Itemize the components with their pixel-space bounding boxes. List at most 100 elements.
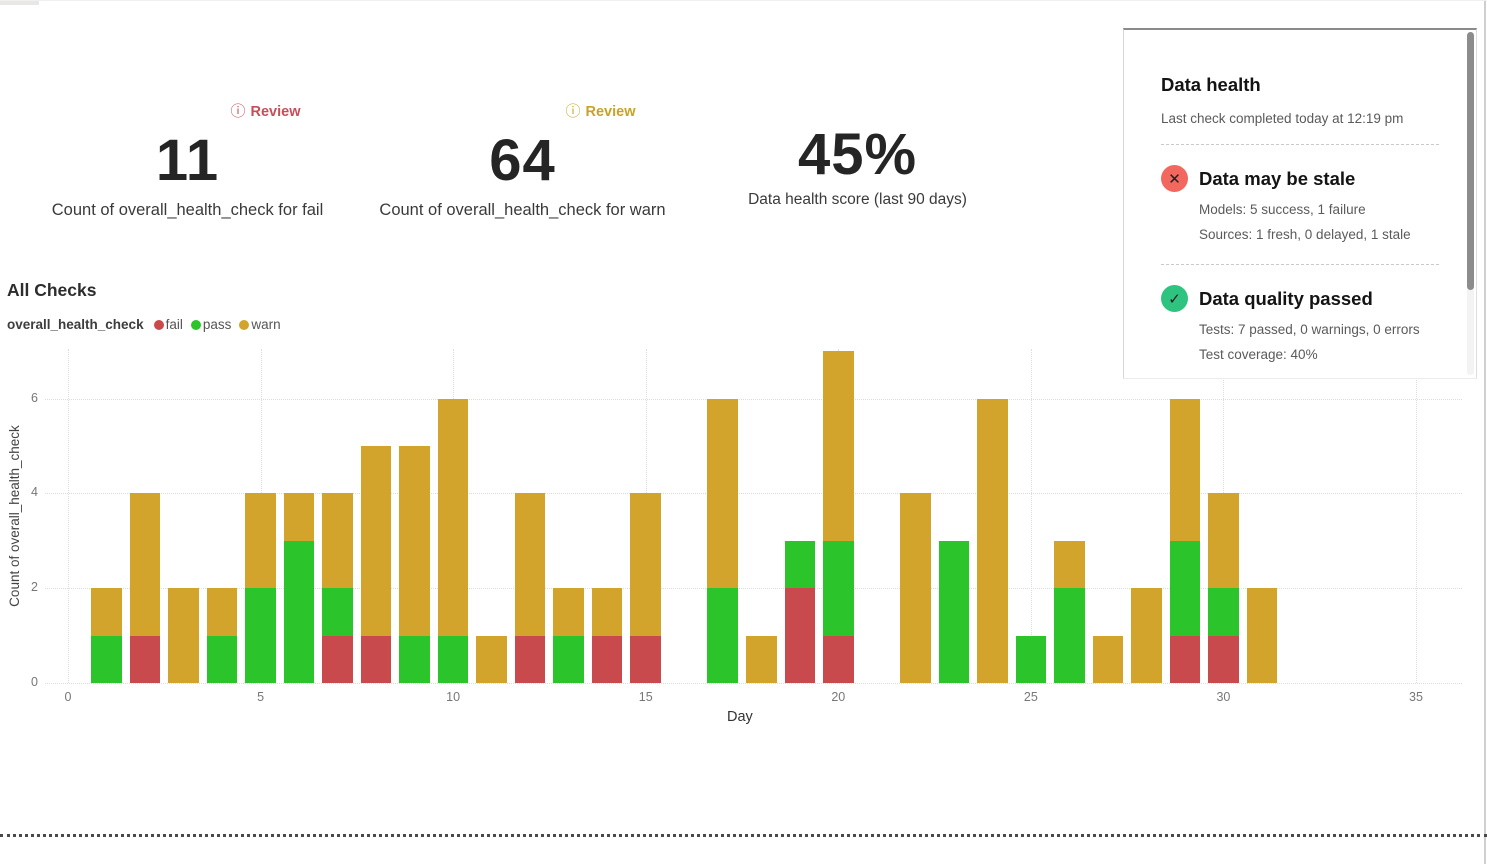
legend-label: warn: [251, 317, 281, 332]
divider: [1161, 144, 1439, 145]
bar-segment-pass-day-29[interactable]: [1169, 540, 1201, 636]
bar-segment-fail-day-14[interactable]: [591, 635, 623, 683]
bar-segment-fail-day-15[interactable]: [630, 635, 661, 683]
panel-scrollbar-thumb[interactable]: [1467, 32, 1474, 290]
bar-segment-warn-day-8[interactable]: [360, 446, 392, 636]
bar-segment-pass-day-7[interactable]: [322, 588, 353, 636]
x-tick-label: 35: [1409, 690, 1423, 704]
bar-segment-warn-day-1[interactable]: [91, 588, 122, 636]
bar-segment-fail-day-30[interactable]: [1208, 635, 1239, 683]
bar-segment-warn-day-9[interactable]: [399, 446, 430, 636]
info-circle-icon: ⓘ: [565, 103, 581, 120]
bar-segment-pass-day-10[interactable]: [437, 635, 469, 683]
status-item-stale: ✕ Data may be stale Models: 5 success, 1…: [1161, 165, 1439, 242]
page-break-divider: [0, 834, 1487, 837]
chart-legend: overall_health_check fail pass warn: [7, 317, 289, 332]
y-tick-label: 0: [31, 675, 38, 689]
info-circle-icon: ⓘ: [230, 103, 246, 120]
metric-value-warn: 64: [489, 128, 556, 193]
bar-segment-pass-day-1[interactable]: [91, 635, 122, 683]
metric-card-warn-count: ⓘ Review 64 Count of overall_health_check…: [355, 102, 690, 222]
data-health-panel: Data health Last check completed today a…: [1123, 28, 1477, 379]
x-tick-label: 20: [831, 690, 846, 704]
bar-segment-warn-day-3[interactable]: [168, 588, 199, 683]
bar-segment-warn-day-27[interactable]: [1092, 635, 1124, 683]
metric-value-fail: 11: [155, 128, 220, 193]
bar-segment-warn-day-26[interactable]: [1054, 540, 1085, 589]
bar-segment-pass-day-9[interactable]: [399, 635, 430, 683]
bar-segment-fail-day-29[interactable]: [1169, 635, 1201, 683]
bar-segment-pass-day-19[interactable]: [784, 540, 816, 589]
bar-segment-warn-day-7[interactable]: [322, 493, 353, 589]
gridline: [1415, 349, 1417, 683]
bar-segment-warn-day-6[interactable]: [283, 493, 315, 541]
y-tick-label: 2: [31, 580, 38, 595]
review-badge-warn[interactable]: ⓘ Review: [566, 102, 636, 122]
bar-segment-warn-day-4[interactable]: [206, 588, 238, 636]
bar-segment-warn-day-22[interactable]: [900, 493, 931, 683]
legend-item-fail[interactable]: fail: [153, 317, 183, 332]
legend-item-warn[interactable]: warn: [239, 317, 281, 332]
bar-segment-pass-day-30[interactable]: [1208, 588, 1239, 636]
y-tick-label: 6: [31, 390, 38, 405]
status-detail: Tests: 7 passed, 0 warnings, 0 errors: [1199, 322, 1420, 337]
bar-segment-warn-day-10[interactable]: [437, 398, 469, 636]
bar-segment-warn-day-5[interactable]: [245, 493, 276, 589]
status-detail: Sources: 1 fresh, 0 delayed, 1 stale: [1199, 227, 1411, 242]
bar-segment-warn-day-2[interactable]: [129, 493, 161, 636]
bar-segment-pass-day-23[interactable]: [938, 540, 970, 683]
bar-segment-warn-day-28[interactable]: [1131, 588, 1162, 683]
x-tick-label: 25: [1023, 690, 1038, 704]
fail-dot-icon: [153, 319, 164, 330]
legend-item-pass[interactable]: pass: [190, 317, 231, 332]
gridline: [45, 683, 1462, 684]
bar-segment-fail-day-7[interactable]: [322, 635, 353, 683]
bar-segment-warn-day-20[interactable]: [823, 351, 854, 541]
bar-segment-pass-day-13[interactable]: [553, 635, 584, 683]
metric-label-warn: Count of overall_health_check for warn: [379, 201, 666, 219]
bar-segment-warn-day-31[interactable]: [1246, 588, 1278, 683]
all-checks-chart: Count of overall_health_check Day 0 2 4 6 0 5…: [0, 346, 1487, 736]
x-axis-title: Day: [727, 709, 753, 725]
bar-segment-warn-day-17[interactable]: [707, 398, 738, 589]
bar-segment-warn-day-14[interactable]: [591, 588, 623, 636]
bar-segment-fail-day-20[interactable]: [823, 635, 854, 683]
bar-segment-warn-day-30[interactable]: [1208, 493, 1239, 589]
check-circle-icon: ✓: [1161, 285, 1188, 312]
x-circle-icon: ✕: [1161, 165, 1188, 192]
bar-segment-warn-day-15[interactable]: [630, 493, 661, 636]
window-right-edge: [1484, 1, 1486, 864]
gridline: [68, 349, 69, 683]
bar-segment-warn-day-24[interactable]: [977, 398, 1008, 683]
bar-segment-warn-day-13[interactable]: [553, 588, 584, 636]
bar-segment-pass-day-5[interactable]: [245, 588, 276, 683]
bar-segment-warn-day-12[interactable]: [514, 493, 546, 636]
data-health-subtitle: Last check completed today at 12:19 pm: [1161, 111, 1404, 126]
bar-segment-warn-day-11[interactable]: [476, 635, 507, 683]
bar-segment-pass-day-25[interactable]: [1015, 635, 1047, 683]
bar-segment-warn-day-18[interactable]: [746, 635, 777, 683]
metric-card-fail-count: ⓘ Review 11 Count of overall_health_check…: [20, 102, 355, 222]
y-axis-title: Count of overall_health_check: [7, 425, 22, 607]
gridline: [45, 398, 1462, 400]
x-tick-label: 0: [64, 690, 72, 704]
bar-segment-fail-day-2[interactable]: [129, 635, 161, 683]
bar-segment-pass-day-6[interactable]: [283, 540, 315, 683]
bar-segment-fail-day-8[interactable]: [360, 635, 392, 683]
bar-segment-pass-day-20[interactable]: [823, 540, 854, 636]
x-tick-label: 10: [446, 690, 461, 704]
bar-segment-pass-day-17[interactable]: [707, 588, 738, 683]
bar-segment-fail-day-12[interactable]: [514, 635, 546, 683]
gridline: [1030, 349, 1032, 683]
review-badge-fail[interactable]: ⓘ Review: [231, 102, 301, 122]
bar-segment-warn-day-29[interactable]: [1169, 398, 1201, 541]
bar-segment-pass-day-26[interactable]: [1054, 588, 1085, 683]
review-badge-label: Review: [250, 104, 301, 120]
data-health-title: Data health: [1161, 74, 1261, 95]
bar-segment-pass-day-4[interactable]: [206, 635, 238, 683]
bar-segment-fail-day-19[interactable]: [784, 588, 816, 683]
status-title: Data quality passed: [1199, 287, 1373, 309]
status-detail: Test coverage: 40%: [1199, 347, 1318, 362]
legend-label: fail: [165, 317, 183, 332]
x-tick-label: 5: [257, 690, 265, 704]
